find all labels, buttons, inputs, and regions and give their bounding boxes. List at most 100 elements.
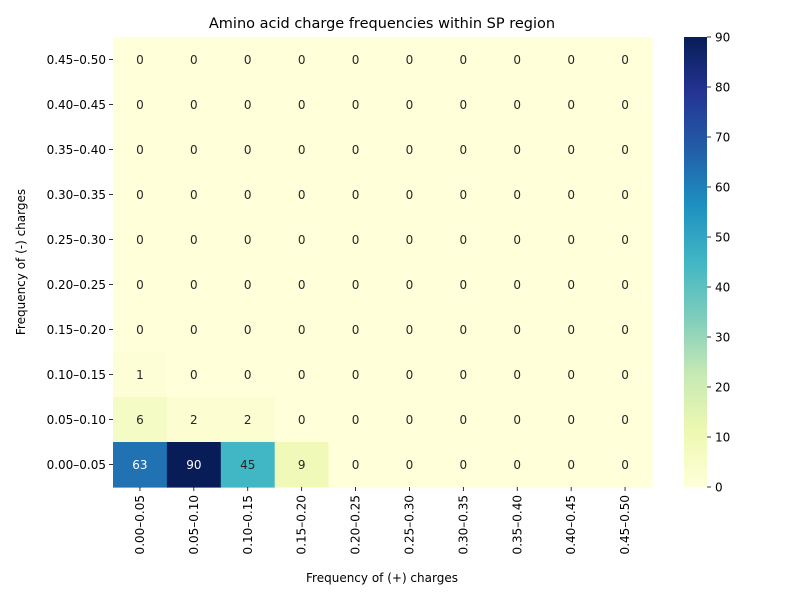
y-tick-label: 0.25–0.30 xyxy=(47,233,106,247)
cell-value-label: 0 xyxy=(460,143,468,157)
cell-value-label: 0 xyxy=(298,278,306,292)
cell-value-label: 0 xyxy=(513,188,521,202)
heatmap-cell xyxy=(328,442,384,488)
heatmap-cell xyxy=(220,397,276,443)
cell-value-label: 0 xyxy=(513,53,521,67)
cell-value-label: 0 xyxy=(352,233,360,247)
cell-value-label: 0 xyxy=(567,233,575,247)
cell-value-label: 0 xyxy=(621,53,629,67)
cell-value-label: 0 xyxy=(190,53,198,67)
cell-value-label: 0 xyxy=(621,188,629,202)
heatmap-cell xyxy=(220,352,276,398)
heatmap-cell xyxy=(598,442,653,488)
heatmap-cell xyxy=(166,397,222,443)
heatmap-cell xyxy=(436,172,491,218)
heatmap-cell xyxy=(220,127,276,173)
heatmap-cell xyxy=(328,217,384,263)
heatmap-cell xyxy=(490,442,545,488)
heatmap-cell xyxy=(544,127,599,173)
cell-value-label: 0 xyxy=(406,458,414,472)
cell-value-label: 0 xyxy=(513,143,521,157)
cell-value-label: 0 xyxy=(298,188,306,202)
cell-value-label: 0 xyxy=(352,188,360,202)
cell-value-label: 0 xyxy=(136,323,144,337)
cell-value-label: 2 xyxy=(190,413,198,427)
cell-value-label: 0 xyxy=(567,98,575,112)
heatmap-cell xyxy=(490,37,545,83)
cell-value-label: 0 xyxy=(136,233,144,247)
cell-value-label: 0 xyxy=(190,368,198,382)
heatmap-cell xyxy=(220,262,276,308)
heatmap-cell xyxy=(166,442,222,488)
colorbar-tick-label: 70 xyxy=(715,130,730,144)
heatmap-cell xyxy=(166,127,222,173)
heatmap-cell xyxy=(598,397,653,443)
heatmap-cell xyxy=(490,217,545,263)
y-axis-ticks: 0.45–0.50 0.40–0.45 0.35–0.40 0.30–0.35 0.25… xyxy=(47,53,113,472)
x-tick-label: 0.40–0.45 xyxy=(564,495,578,554)
cell-value-label: 0 xyxy=(406,143,414,157)
heatmap-cell xyxy=(544,217,599,263)
cell-value-label: 2 xyxy=(244,413,252,427)
cell-value-label: 0 xyxy=(567,413,575,427)
x-axis-label: Frequency of (+) charges xyxy=(306,571,458,585)
heatmap-cell xyxy=(166,262,222,308)
y-tick-label: 0.15–0.20 xyxy=(47,323,106,337)
heatmap-cell xyxy=(328,352,384,398)
cell-value-label: 0 xyxy=(460,53,468,67)
heatmap-cell xyxy=(113,397,168,443)
cell-value-label: 0 xyxy=(298,368,306,382)
cell-value-label: 0 xyxy=(190,278,198,292)
cell-value-label: 0 xyxy=(460,98,468,112)
cell-value-label: 0 xyxy=(190,98,198,112)
cell-value-label: 0 xyxy=(298,143,306,157)
cell-value-label: 45 xyxy=(240,458,255,472)
x-tick-label: 0.10–0.15 xyxy=(241,495,255,554)
heatmap-cell xyxy=(490,82,545,128)
x-tick-label: 0.30–0.35 xyxy=(456,495,470,554)
cell-value-label: 0 xyxy=(352,143,360,157)
cell-value-label: 0 xyxy=(621,233,629,247)
cell-value-label: 0 xyxy=(567,458,575,472)
cell-value-label: 0 xyxy=(136,278,144,292)
heatmap-cell xyxy=(113,262,168,308)
cell-value-label: 0 xyxy=(406,53,414,67)
heatmap-cells xyxy=(113,37,653,488)
colorbar-tick-label: 60 xyxy=(715,180,730,194)
heatmap-cell xyxy=(382,217,437,263)
heatmap-cell xyxy=(436,217,491,263)
cell-value-label: 0 xyxy=(352,53,360,67)
heatmap-cell xyxy=(220,307,276,353)
x-tick-label: 0.25–0.30 xyxy=(402,495,416,554)
cell-value-label: 0 xyxy=(513,233,521,247)
cell-value-label: 0 xyxy=(406,98,414,112)
cell-value-label: 0 xyxy=(460,368,468,382)
heatmap-cell xyxy=(220,172,276,218)
cell-value-label: 0 xyxy=(244,368,252,382)
heatmap-cell xyxy=(113,352,168,398)
cell-value-label: 0 xyxy=(298,53,306,67)
x-tick-label: 0.35–0.40 xyxy=(510,495,524,554)
heatmap-cell xyxy=(328,37,384,83)
heatmap-cell xyxy=(382,442,437,488)
cell-value-label: 0 xyxy=(513,368,521,382)
cell-value-label: 0 xyxy=(352,413,360,427)
x-tick-label: 0.05–0.10 xyxy=(187,495,201,554)
heatmap-cell xyxy=(436,397,491,443)
heatmap-cell xyxy=(274,352,330,398)
cell-value-label: 0 xyxy=(621,98,629,112)
y-tick-label: 0.45–0.50 xyxy=(47,53,106,67)
cell-value-label: 0 xyxy=(460,233,468,247)
cell-value-label: 0 xyxy=(513,458,521,472)
cell-value-label: 0 xyxy=(352,98,360,112)
heatmap-cell xyxy=(274,397,330,443)
heatmap-cell xyxy=(598,37,653,83)
x-tick-label: 0.45–0.50 xyxy=(618,495,632,554)
heatmap-cell xyxy=(490,172,545,218)
cell-value-label: 1 xyxy=(136,368,144,382)
cell-value-label: 0 xyxy=(406,233,414,247)
cell-value-label: 0 xyxy=(621,368,629,382)
cell-value-label: 0 xyxy=(298,98,306,112)
cell-value-label: 9 xyxy=(298,458,306,472)
